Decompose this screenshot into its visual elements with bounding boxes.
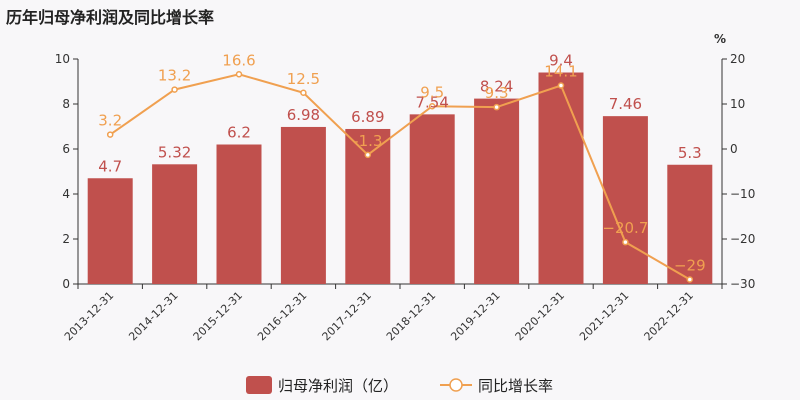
y-left-tick-label: 0 — [62, 277, 70, 291]
bars-group — [87, 72, 713, 285]
bar[interactable] — [602, 116, 648, 285]
bar-value-label: 6.2 — [227, 124, 251, 142]
bar[interactable] — [87, 178, 133, 284]
bar[interactable] — [474, 98, 520, 284]
y-right-tick-label: 10 — [730, 97, 745, 111]
y-right-unit-label: % — [714, 32, 726, 46]
y-left-tick-label: 8 — [62, 97, 70, 111]
bar-value-label: 4.7 — [98, 157, 122, 175]
growth-rate-point[interactable] — [364, 151, 372, 159]
bar[interactable] — [667, 164, 713, 284]
growth-rate-label: 14.1 — [544, 63, 577, 81]
y-right-tick-label: 0 — [730, 142, 738, 156]
bar[interactable] — [409, 114, 455, 284]
growth-rate-point[interactable] — [622, 238, 629, 246]
growth-rate-point[interactable] — [171, 86, 178, 93]
x-tick-label: 2018-12-31 — [384, 289, 438, 343]
bar-value-label: 7.46 — [609, 95, 642, 113]
y-right-tick-label: −10 — [730, 187, 755, 201]
bar[interactable] — [216, 144, 262, 285]
bar-value-label: 6.89 — [351, 108, 384, 126]
x-tick-label: 2019-12-31 — [448, 289, 502, 343]
growth-rate-point[interactable] — [686, 276, 694, 283]
legend-line-marker[interactable] — [449, 378, 463, 392]
growth-rate-label: 16.6 — [222, 51, 255, 69]
x-tick-label: 2015-12-31 — [191, 289, 245, 343]
x-tick-label: 2020-12-31 — [513, 289, 567, 343]
chart-title: 历年归母净利润及同比增长率 — [6, 8, 215, 27]
growth-rate-label: 13.2 — [158, 67, 191, 85]
growth-rate-point[interactable] — [428, 103, 436, 110]
bar-value-label: 5.3 — [678, 144, 702, 162]
growth-rate-label: 9.3 — [485, 84, 509, 102]
x-tick-label: 2021-12-31 — [577, 289, 631, 343]
y-left-tick-label: 2 — [62, 232, 70, 246]
legend-bar-swatch[interactable] — [246, 376, 272, 394]
data-labels-group: 4.7 5.32 6.2 6.98 6.89 7.54 8.24 9.4 7.46 5.3 3.2 1… — [98, 51, 705, 274]
bar-value-label: 9.4 — [549, 52, 573, 70]
growth-rate-point[interactable] — [300, 89, 307, 96]
y-left-tick-label: 6 — [62, 142, 70, 156]
growth-rate-point[interactable] — [235, 71, 243, 78]
y-right-tick-label: −30 — [730, 277, 755, 291]
bar-value-label: 8.24 — [480, 78, 513, 96]
growth-rate-label: −29 — [674, 257, 706, 275]
growth-rate-point[interactable] — [493, 103, 500, 111]
legend-line-label: 同比增长率 — [478, 377, 553, 395]
growth-rate-point[interactable] — [557, 82, 565, 89]
x-tick-label: 2022-12-31 — [642, 289, 696, 343]
growth-rate-point[interactable] — [106, 131, 114, 138]
growth-rate-label: 9.5 — [420, 83, 444, 101]
bar[interactable] — [152, 164, 198, 284]
x-tick-label: 2017-12-31 — [320, 289, 374, 343]
y-right-tick-label: −20 — [730, 232, 755, 246]
y-right-tick-label: 20 — [730, 52, 745, 66]
growth-rate-line — [109, 73, 691, 281]
legend[interactable]: 归母净利润（亿） 同比增长率 — [246, 376, 553, 395]
legend-bar-label: 归母净利润（亿） — [278, 377, 398, 395]
growth-rate-label: 3.2 — [98, 112, 122, 130]
bar-value-label: 5.32 — [158, 143, 191, 161]
bar[interactable] — [280, 126, 326, 284]
growth-rate-label: 12.5 — [287, 70, 320, 88]
growth-rate-label: −20.7 — [602, 219, 648, 237]
x-tick-label: 2014-12-31 — [126, 289, 180, 343]
line-group — [106, 71, 694, 283]
bar[interactable] — [538, 72, 584, 285]
bar-value-label: 7.54 — [415, 93, 448, 111]
y-left-tick-label: 4 — [62, 187, 70, 201]
growth-rate-label: -1.3 — [353, 132, 382, 150]
y-left-tick-label: 10 — [55, 52, 70, 66]
bar-value-label: 6.98 — [287, 106, 320, 124]
x-tick-label: 2016-12-31 — [255, 289, 309, 343]
x-tick-label: 2013-12-31 — [62, 289, 116, 343]
